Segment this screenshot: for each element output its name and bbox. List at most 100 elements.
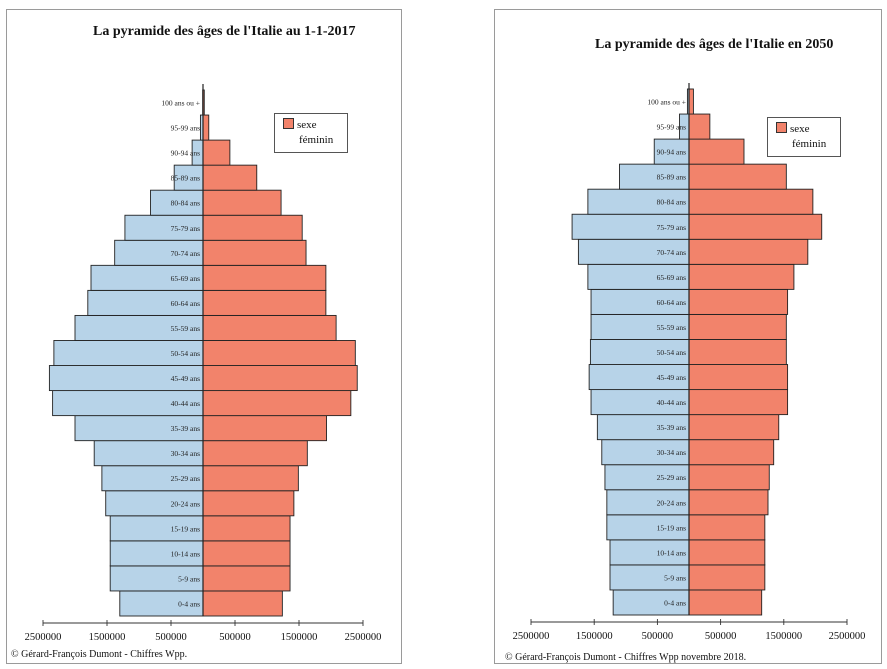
bar-female-40-44-ans <box>688 389 789 416</box>
bar-male-30-34-ans <box>93 440 204 467</box>
pyramid-plot: 0-4 ans 5-9 ans 10-14 ans 15-19 ans 20-24 an… <box>513 83 865 642</box>
bar-male-55-59-ans <box>74 314 204 341</box>
bar-female-10-14-ans <box>688 539 766 566</box>
age-label: 80-84 ans <box>657 198 686 207</box>
age-label: 65-69 ans <box>171 274 200 283</box>
bar-male-65-69-ans <box>90 264 204 291</box>
age-label: 60-64 ans <box>171 299 200 308</box>
x-tick-label: 1500000 <box>765 631 802 642</box>
age-label: 60-64 ans <box>657 298 686 307</box>
age-label: 25-29 ans <box>657 473 686 482</box>
pyramid-chart-2017: La pyramide des âges de l'Italie au 1-1-… <box>6 9 402 664</box>
legend-label: sexe <box>790 123 810 135</box>
bar-female-95-99-ans <box>202 114 210 141</box>
bar-female-65-69-ans <box>688 263 795 290</box>
bar-male-20-24-ans <box>606 489 690 516</box>
age-label: 35-39 ans <box>657 423 686 432</box>
bar-male-50-54-ans <box>589 339 690 365</box>
age-label: 0-4 ans <box>664 598 686 607</box>
age-label: 80-84 ans <box>171 199 200 208</box>
bar-female-75-79-ans <box>688 213 823 240</box>
bar-male-60-64-ans <box>590 288 690 315</box>
bar-male-25-29-ans <box>604 464 690 491</box>
chart-title: La pyramide des âges de l'Italie au 1-1-… <box>93 24 356 39</box>
bar-female-100-ans-ou- <box>688 88 694 115</box>
age-label: 55-59 ans <box>171 324 200 333</box>
bar-female-95-99-ans <box>688 113 711 140</box>
bar-female-55-59-ans <box>688 313 787 340</box>
x-tick-label: 500000 <box>705 631 737 642</box>
bar-female-25-29-ans <box>202 465 299 492</box>
age-label: 90-94 ans <box>657 148 686 157</box>
bar-male-5-9-ans <box>109 565 204 592</box>
age-label: 0-4 ans <box>178 599 200 608</box>
age-label: 10-14 ans <box>171 549 200 558</box>
legend-swatch-female <box>776 122 787 133</box>
bar-female-10-14-ans <box>202 540 291 567</box>
x-tick-label: 1500000 <box>89 632 126 643</box>
bar-male-50-54-ans <box>53 340 204 366</box>
bar-female-0-4-ans <box>688 589 763 616</box>
age-label: 100 ans ou + <box>161 99 200 108</box>
age-label: 50-54 ans <box>657 348 686 357</box>
bar-female-20-24-ans <box>688 489 769 516</box>
x-tick-label: 1500000 <box>576 631 613 642</box>
bar-male-70-74-ans <box>577 238 690 265</box>
age-label: 35-39 ans <box>171 424 200 433</box>
bar-female-80-84-ans <box>202 189 282 216</box>
bar-male-85-89-ans <box>173 164 204 191</box>
bar-female-80-84-ans <box>688 188 814 215</box>
bar-male-65-69-ans <box>587 263 690 290</box>
age-label: 55-59 ans <box>657 323 686 332</box>
age-label: 5-9 ans <box>178 574 200 583</box>
pyramid-plot: 0-4 ans 5-9 ans 10-14 ans 15-19 ans 20-24 an… <box>25 84 382 643</box>
bar-female-5-9-ans <box>688 564 766 591</box>
bar-male-40-44-ans <box>52 390 204 417</box>
bar-female-70-74-ans <box>202 239 307 266</box>
bar-female-0-4-ans <box>202 590 283 617</box>
chart-credit: © Gérard-François Dumont - Chiffres Wpp. <box>11 649 188 660</box>
x-tick-label: 2500000 <box>345 632 382 643</box>
bar-male-30-34-ans <box>601 439 690 466</box>
age-label: 65-69 ans <box>657 273 686 282</box>
age-label: 75-79 ans <box>657 223 686 232</box>
age-label: 100 ans ou + <box>647 98 686 107</box>
bar-female-45-49-ans <box>202 365 358 392</box>
chart-legend: sexe féminin <box>274 113 348 153</box>
bar-female-90-94-ans <box>202 139 231 166</box>
bar-male-0-4-ans <box>612 589 690 616</box>
bar-female-45-49-ans <box>688 364 789 391</box>
age-label: 95-99 ans <box>171 124 200 133</box>
age-label: 70-74 ans <box>171 249 200 258</box>
age-label: 45-49 ans <box>657 373 686 382</box>
x-tick-label: 1500000 <box>281 632 318 643</box>
age-label: 85-89 ans <box>657 173 686 182</box>
x-tick-label: 500000 <box>642 631 674 642</box>
chart-legend: sexe féminin <box>767 117 841 157</box>
bar-male-45-49-ans <box>48 365 204 392</box>
bar-female-25-29-ans <box>688 464 770 491</box>
age-label: 70-74 ans <box>657 248 686 257</box>
chart-credit: © Gérard-François Dumont - Chiffres Wpp … <box>505 652 747 663</box>
bar-male-15-19-ans <box>606 514 690 541</box>
bar-female-55-59-ans <box>202 314 337 341</box>
bar-male-85-89-ans <box>619 163 690 190</box>
bar-female-75-79-ans <box>202 214 303 241</box>
age-label: 40-44 ans <box>657 398 686 407</box>
legend-label: sexe <box>297 119 317 131</box>
x-tick-label: 500000 <box>219 632 251 643</box>
bar-female-35-39-ans <box>688 414 780 441</box>
bar-female-60-64-ans <box>688 288 789 315</box>
bar-female-30-34-ans <box>202 440 308 467</box>
bar-female-60-64-ans <box>202 289 327 316</box>
age-label: 50-54 ans <box>171 349 200 358</box>
age-label: 15-19 ans <box>171 524 200 533</box>
bar-female-15-19-ans <box>202 515 291 542</box>
bar-male-70-74-ans <box>114 239 204 266</box>
bar-male-35-39-ans <box>596 414 690 441</box>
age-label: 30-34 ans <box>171 449 200 458</box>
bar-male-35-39-ans <box>74 415 204 442</box>
age-label: 75-79 ans <box>171 224 200 233</box>
bar-female-90-94-ans <box>688 138 745 165</box>
x-tick-label: 2500000 <box>513 631 550 642</box>
